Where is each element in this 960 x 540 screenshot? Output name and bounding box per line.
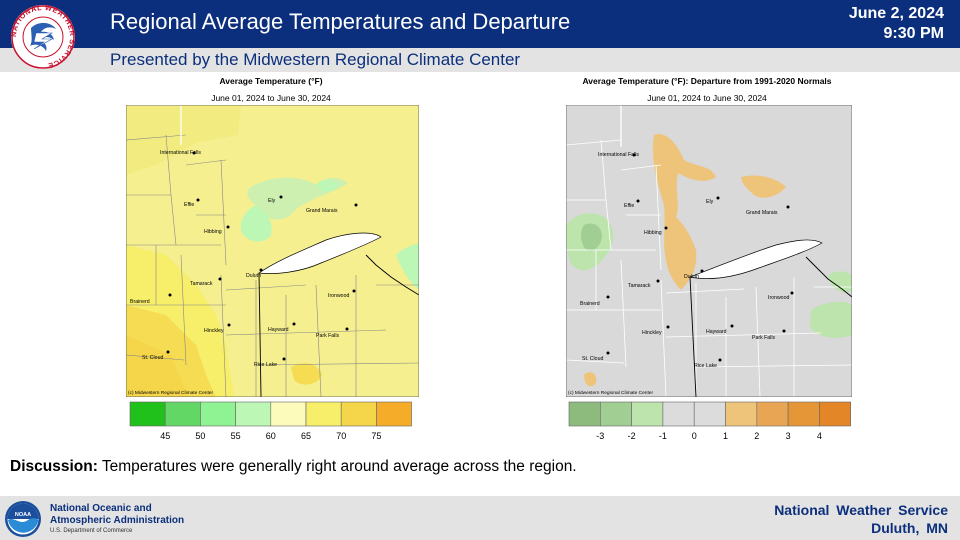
issue-date: June 2, 2024 [848,5,944,22]
subtitle-bar [0,48,960,72]
discussion-label: Discussion: [10,458,98,475]
legend-label: 70 [336,431,346,440]
legend-swatch [235,401,272,427]
legend-label: 1 [723,431,728,440]
city-label: Hayward [706,329,727,335]
city-label: Hayward [268,327,289,333]
legend-swatch [270,401,307,427]
avg-temp-legend: 45 50 55 60 65 70 75 [129,401,412,440]
legend-swatch [662,401,695,427]
city-label: Rice Lake [254,362,277,368]
legend-swatch [693,401,726,427]
city-label: Grand Marais [306,208,338,214]
legend-label: 45 [160,431,170,440]
footer-bar [0,496,960,540]
city-label: Duluth [684,274,699,280]
legend-label: 75 [371,431,381,440]
issue-time: 9:30 PM [883,25,944,42]
noaa-line1: National Oceanic and [50,503,152,514]
map-credit: (c) Midwestern Regional Climate Center [568,390,653,396]
city-label: Effie [624,203,634,209]
avg-temp-dates: June 01, 2024 to June 30, 2024 [211,93,331,103]
city-label: Hibbing [204,229,222,235]
datetime-box: June 2, 2024 9:30 PM [849,4,944,44]
noaa-line2: Atmospheric Administration [50,515,185,526]
departure-dates: June 01, 2024 to June 30, 2024 [647,93,767,103]
legend-swatch [200,401,236,427]
legend-label: -1 [659,431,667,440]
office-name: National Weather Service Duluth, MN [774,501,948,537]
city-label: Rice Lake [694,363,717,369]
departure-title: Average Temperature (°F): Departure from… [582,76,832,86]
legend-swatch [129,401,166,427]
city-label: Tamarack [190,281,213,287]
legend-label: -2 [628,431,636,440]
city-label: Park Falls [316,333,339,339]
city-label: Ironwood [328,293,349,299]
office-line1: National Weather Service [774,502,948,518]
legend-swatch [819,401,851,427]
page-title: Regional Average Temperatures and Depart… [110,9,571,34]
legend-label: 4 [817,431,822,440]
discussion-text: Temperatures were generally right around… [97,458,577,475]
legend-swatch [599,401,632,427]
legend-label: 50 [195,431,205,440]
city-label: International Falls [160,150,201,156]
city-label: Ironwood [768,295,789,301]
legend-swatch [725,401,758,427]
city-label: Tamarack [628,283,651,289]
noaa-dept: U.S. Department of Commerce [50,528,133,534]
city-label: Hibbing [644,230,662,236]
city-label: Ely [268,198,276,204]
avg-temp-map: International Falls Effie Ely Grand Mara… [126,105,419,397]
noaa-name: National Oceanic and Atmospheric Adminis… [50,503,184,527]
map-credit: (c) Midwestern Regional Climate Center [128,390,213,396]
discussion: Discussion: Temperatures were generally … [10,458,577,476]
city-label: St. Cloud [582,356,603,362]
legend-swatch [305,401,342,427]
legend-label: 55 [231,431,241,440]
legend-label: 60 [266,431,276,440]
avg-temp-title: Average Temperature (°F) [219,76,323,86]
city-label: St. Cloud [142,355,163,361]
city-label: Grand Marais [746,210,778,216]
departure-map: International Falls Effie Ely Grand Mara… [566,105,852,397]
page-subtitle: Presented by the Midwestern Regional Cli… [110,50,521,69]
legend-label: 3 [786,431,791,440]
city-label: Park Falls [752,335,775,341]
departure-legend: -3 -2 -1 0 1 2 3 4 [568,401,851,440]
legend-label: 2 [754,431,759,440]
city-label: Effie [184,202,194,208]
noaa-logo: NOAA [5,501,41,537]
legend-swatch [568,401,601,427]
city-label: Brainerd [580,301,600,307]
legend-label: 0 [692,431,697,440]
city-label: Hinckley [642,330,662,336]
city-label: Hinckley [204,328,224,334]
avg-temp-panel: Average Temperature (°F) June 01, 2024 t… [112,74,430,440]
legend-swatch [631,401,664,427]
legend-label: -3 [596,431,604,440]
city-label: International Falls [598,152,639,158]
legend-swatch [787,401,820,427]
header-bar [0,0,960,48]
legend-swatch [164,401,201,427]
legend-swatch [376,401,412,427]
nws-logo: NATIONAL WEATHER SERVICE [9,3,77,71]
departure-panel: Average Temperature (°F): Departure from… [552,74,862,440]
city-label: Ely [706,199,714,205]
noaa-logo-text: NOAA [15,512,31,518]
legend-swatch [756,401,789,427]
office-line2: Duluth, MN [871,520,948,536]
legend-swatch [340,401,377,427]
city-label: Duluth [246,273,261,279]
city-label: Brainerd [130,299,150,305]
legend-label: 65 [301,431,311,440]
